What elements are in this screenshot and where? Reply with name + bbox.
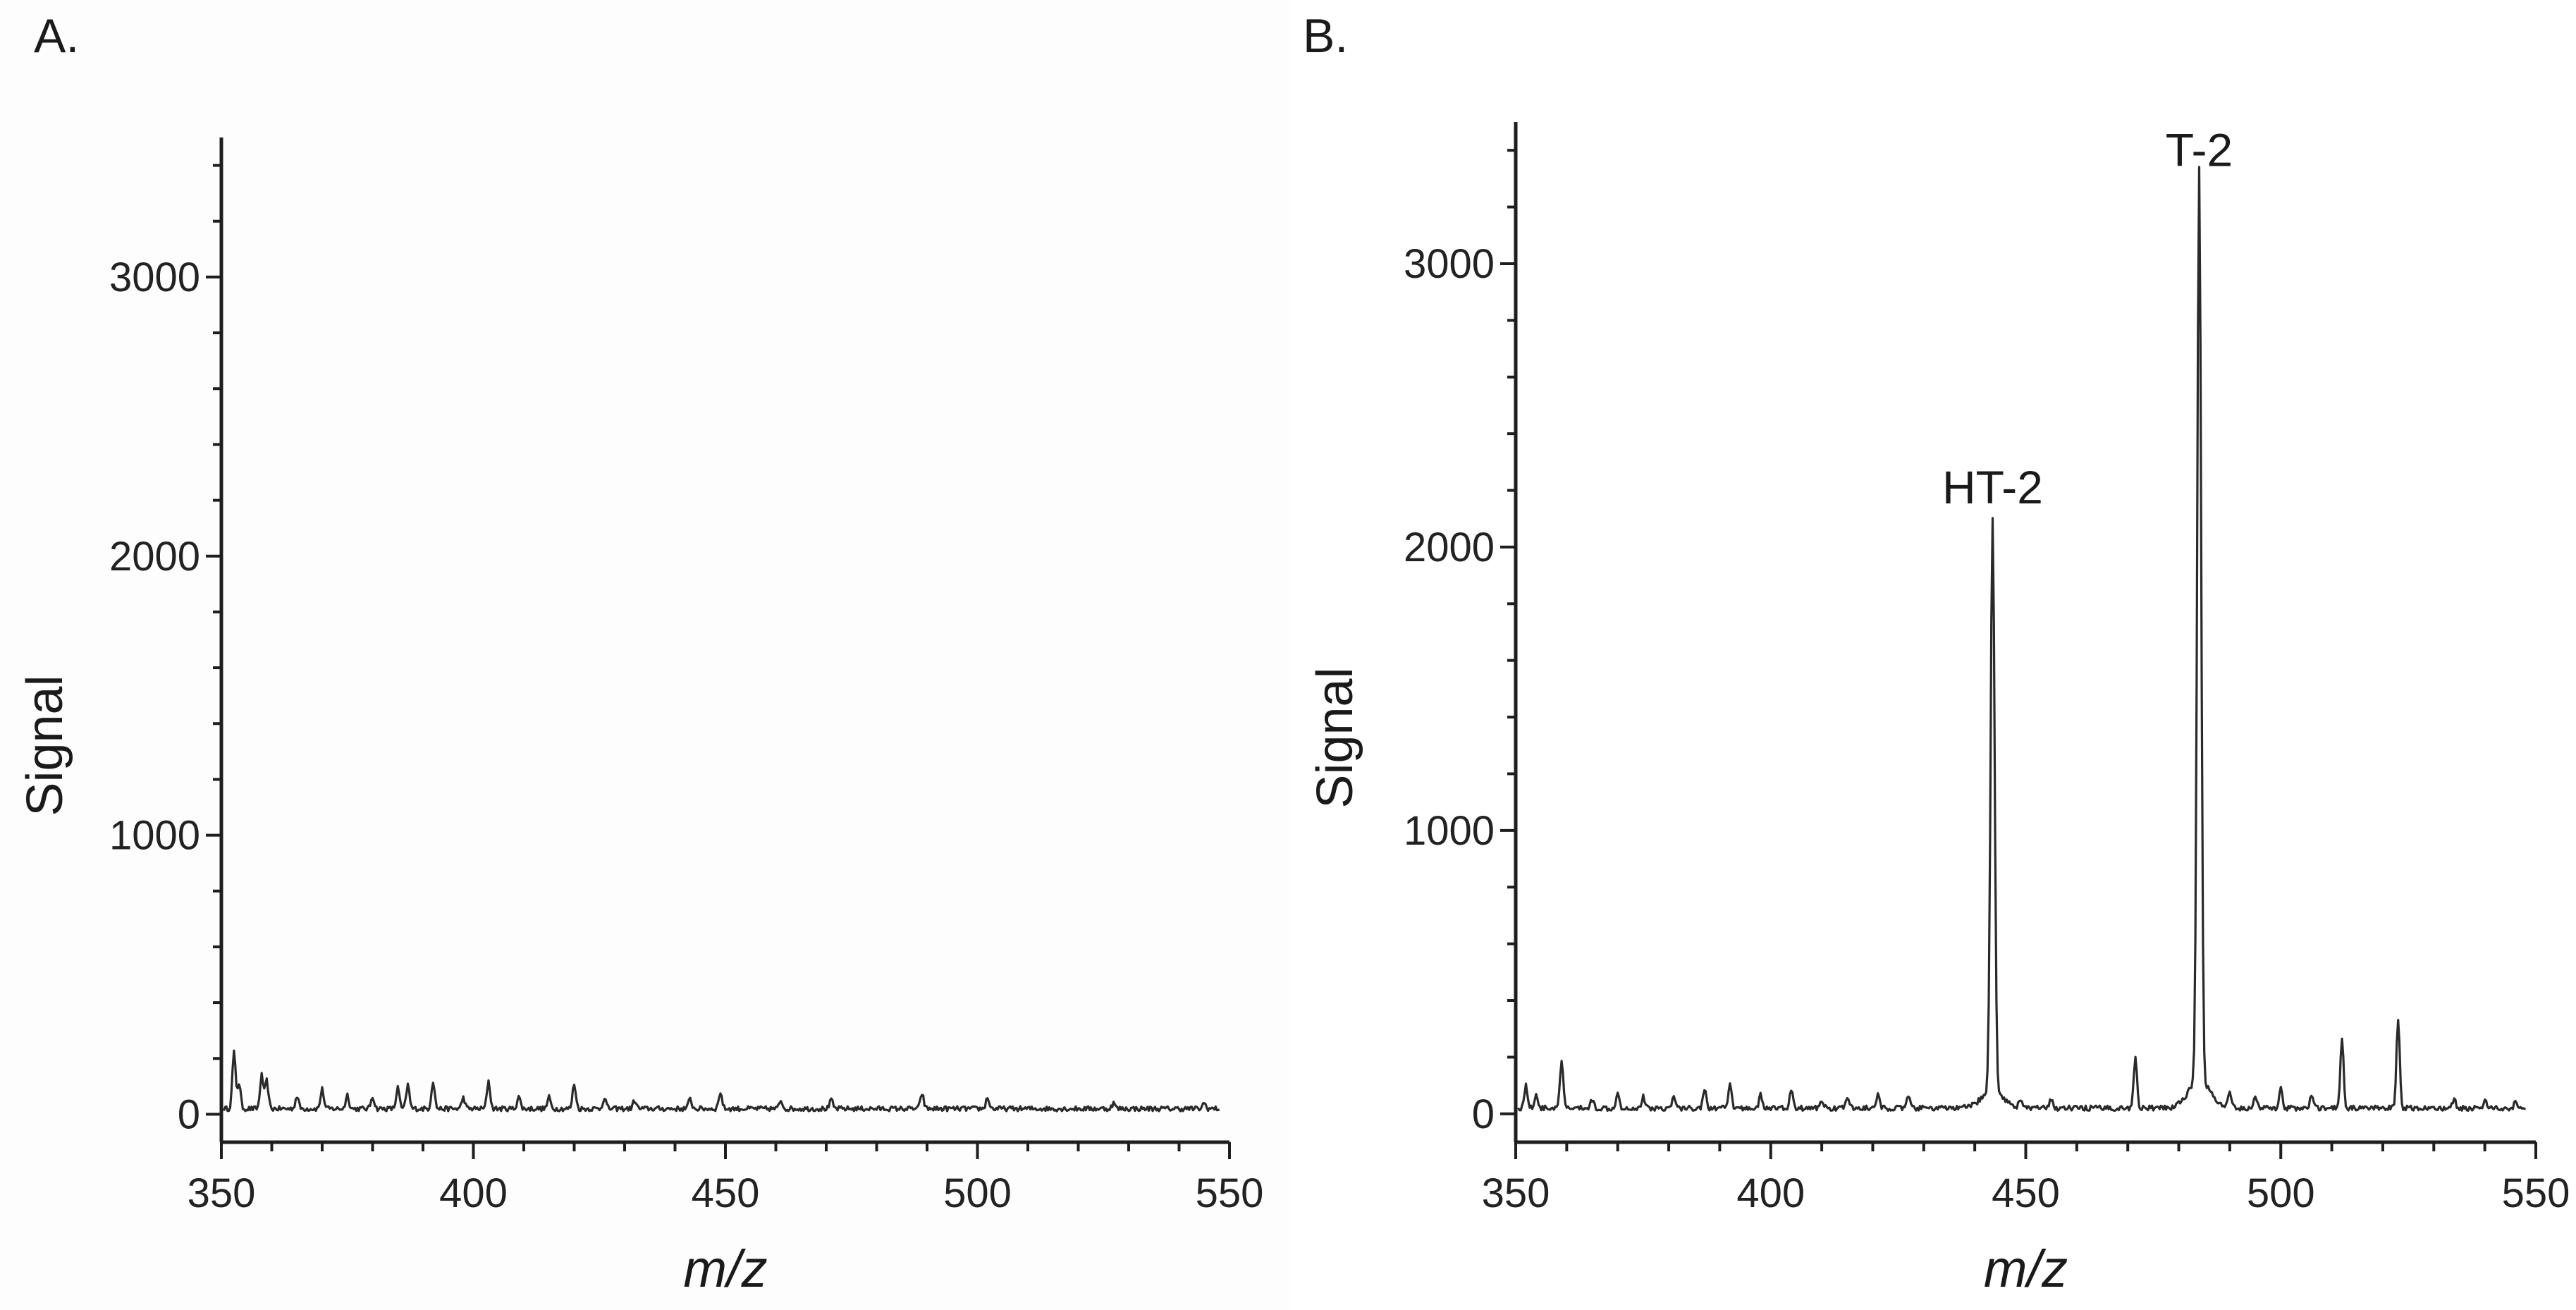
panel-label-a: A. xyxy=(34,9,80,63)
x-tick-label: 500 xyxy=(943,1170,1012,1216)
x-axis-title: m/z xyxy=(683,1239,767,1298)
y-tick-label: 0 xyxy=(178,1091,200,1137)
y-tick-label: 3000 xyxy=(1404,241,1495,287)
x-tick-label: 400 xyxy=(1736,1170,1805,1216)
x-tick-label: 350 xyxy=(188,1170,256,1216)
y-axis-title: Signal xyxy=(17,675,73,816)
spectrum-chart-a: 0 1000 2000 3000 350 400 450 500 550 m/z Signal xyxy=(17,137,1264,1298)
y-tick-label: 2000 xyxy=(1404,525,1495,570)
spectrum-chart-b: 0 1000 2000 3000 350 400 450 500 550 m/z Signal HT-… xyxy=(1307,122,2570,1298)
y-tick-label: 0 xyxy=(1472,1091,1495,1137)
panel-a: A. 0 1000 2000 3000 350 400 450 500 550 m/z Signal xyxy=(17,9,1264,1298)
x-axis-title: m/z xyxy=(1984,1239,2068,1298)
y-tick-label: 3000 xyxy=(109,255,200,300)
x-tick-label: 450 xyxy=(692,1170,760,1216)
x-tick-label: 500 xyxy=(2247,1170,2315,1216)
x-tick-label: 450 xyxy=(1992,1170,2060,1216)
x-tick-label: 550 xyxy=(2502,1170,2570,1216)
peak-annotation: HT-2 xyxy=(1942,461,2043,513)
y-axis-title: Signal xyxy=(1307,667,1363,808)
y-tick-label: 1000 xyxy=(1404,808,1495,854)
spectrum-trace xyxy=(1517,166,2526,1112)
x-tick-label: 350 xyxy=(1482,1170,1550,1216)
peak-annotation: T-2 xyxy=(2166,124,2233,176)
x-tick-label: 550 xyxy=(1196,1170,1264,1216)
spectrum-trace xyxy=(223,1049,1220,1113)
panel-b: B. 0 1000 2000 3000 350 400 450 500 550 m/z Signal… xyxy=(1290,0,2576,1310)
y-tick-label: 2000 xyxy=(109,534,200,580)
x-tick-label: 400 xyxy=(439,1170,508,1216)
y-tick-label: 1000 xyxy=(109,813,200,859)
panel-label-b: B. xyxy=(1303,9,1349,63)
